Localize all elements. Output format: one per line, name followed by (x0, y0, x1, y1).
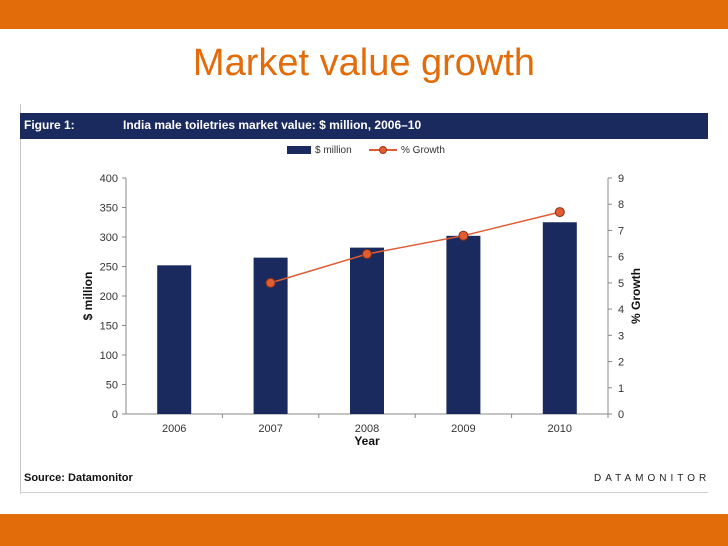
y2-axis-title: % Growth (629, 268, 643, 324)
x-tick-label: 2006 (162, 423, 186, 435)
y2-tick-label: 1 (618, 383, 624, 395)
y-tick-label: 400 (100, 173, 118, 185)
y-tick-label: 250 (100, 262, 118, 274)
y2-tick-label: 2 (618, 357, 624, 369)
figure-header: Figure 1: India male toiletries market v… (20, 113, 708, 139)
y-tick-label: 0 (112, 409, 118, 421)
growth-point-2007 (265, 277, 276, 288)
bar-2010 (542, 222, 577, 414)
y2-tick-label: 0 (618, 409, 624, 421)
legend-item-line: % Growth (369, 145, 445, 156)
y-tick-label: 200 (100, 291, 118, 303)
legend-label-line: % Growth (401, 145, 445, 156)
legend-bar-swatch (287, 146, 311, 155)
growth-point-2009 (458, 230, 469, 241)
y-tick-label: 150 (100, 321, 118, 333)
y-tick-label: 350 (100, 203, 118, 215)
growth-point-2008 (362, 249, 372, 260)
y2-tick-label: 6 (618, 252, 624, 264)
y2-tick-label: 7 (618, 225, 624, 237)
bottom-accent-bar (0, 514, 728, 546)
y2-tick-label: 5 (618, 278, 624, 290)
y-axis-title: $ million (81, 272, 95, 321)
bar-2009 (446, 235, 481, 414)
top-accent-bar (0, 0, 728, 29)
x-tick-label: 2010 (548, 423, 572, 435)
figure-bottom-rule (20, 492, 708, 493)
x-tick-label: 2007 (258, 423, 282, 435)
bar-2006 (157, 265, 192, 414)
growth-point-2010 (554, 207, 565, 218)
x-axis-title: Year (354, 434, 380, 448)
y-tick-label: 100 (100, 350, 118, 362)
legend-item-bars: $ million (287, 145, 352, 156)
y2-tick-label: 8 (618, 199, 624, 211)
bar-2008 (350, 247, 384, 414)
legend-line-swatch (369, 146, 397, 155)
x-tick-label: 2008 (355, 423, 379, 435)
figure-frame (20, 104, 709, 494)
y2-tick-label: 9 (618, 173, 624, 185)
slide-title: Market value growth (192, 42, 536, 84)
brand-wordmark: DATAMONITOR (594, 473, 711, 484)
growth-line (270, 211, 560, 284)
figure-label: Figure 1: (24, 118, 75, 132)
y-tick-label: 300 (100, 232, 118, 244)
figure-title: India male toiletries market value: $ mi… (123, 118, 422, 132)
y2-tick-label: 3 (618, 330, 624, 342)
source-note: Source: Datamonitor (24, 472, 133, 484)
x-tick-label: 2009 (451, 423, 475, 435)
y2-tick-label: 4 (618, 304, 624, 316)
y-tick-label: 50 (106, 380, 118, 392)
legend-label-bars: $ million (315, 145, 352, 156)
